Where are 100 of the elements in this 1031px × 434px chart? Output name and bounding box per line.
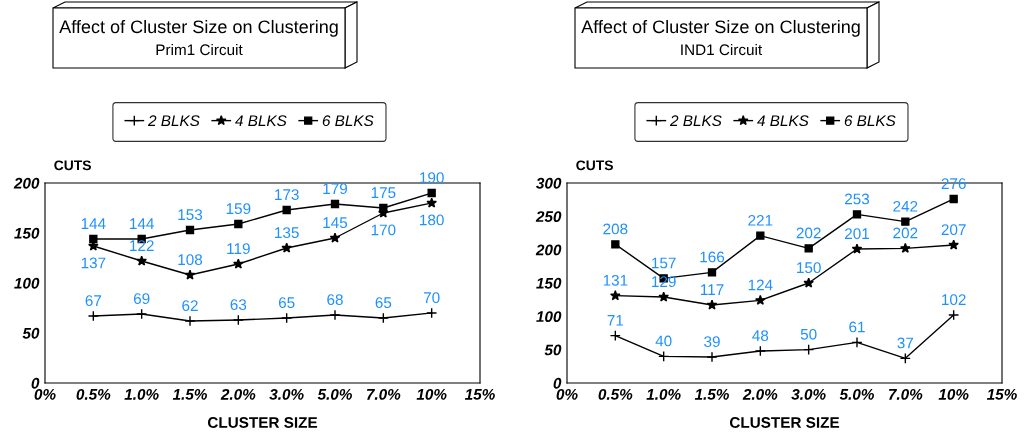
point: [901, 217, 910, 226]
point: [330, 199, 340, 209]
point: [426, 307, 438, 319]
x-tick-label: 7.0%: [366, 388, 401, 400]
y-tick-label: 100: [14, 277, 40, 289]
point: [610, 290, 621, 301]
data-label: 122: [130, 240, 154, 251]
data-label: 119: [227, 243, 250, 255]
data-label: 166: [700, 251, 725, 263]
x-axis-title: CLUSTER SIZE: [729, 417, 840, 428]
point: [282, 205, 291, 215]
x-tick-label: 7.0%: [888, 388, 923, 400]
x-tick-label: 3.0%: [269, 388, 304, 400]
y-tick-label: 250: [535, 211, 562, 223]
point: [851, 243, 863, 254]
point: [87, 310, 99, 322]
data-label: 170: [371, 224, 396, 236]
x-axis-title: CLUSTER SIZE: [207, 417, 318, 428]
point: [706, 299, 718, 310]
point: [658, 291, 669, 302]
point: [803, 277, 814, 288]
legend-label: 6 BLKS: [322, 115, 374, 127]
data-label: 144: [81, 218, 106, 229]
point: [804, 244, 813, 253]
data-label: 253: [845, 193, 870, 205]
y-tick-label: 150: [536, 277, 562, 289]
data-label: 179: [323, 183, 348, 195]
point: [756, 231, 765, 240]
point: [949, 194, 958, 204]
x-tick-label: 1.0%: [124, 388, 159, 400]
legend-label: 2 BLKS: [669, 115, 722, 127]
x-tick-label: 5.0%: [839, 388, 874, 400]
data-label: 63: [230, 299, 247, 311]
point: [232, 314, 244, 326]
point: [658, 350, 670, 362]
data-label: 208: [603, 223, 628, 235]
data-label: 175: [371, 187, 396, 199]
y-tick-label: 300: [536, 177, 562, 189]
data-label: 124: [748, 279, 773, 291]
point: [803, 344, 815, 356]
y-axis-title: CUTS: [576, 160, 613, 171]
x-tick-label: 1.0%: [646, 388, 681, 400]
data-label: 153: [178, 209, 203, 221]
x-tick-label: 5.0%: [317, 388, 352, 400]
point: [609, 330, 621, 342]
data-label: 221: [748, 214, 773, 226]
point: [281, 312, 293, 324]
x-tick-label: 15%: [986, 389, 1017, 400]
data-label: 62: [182, 300, 198, 312]
x-tick-label: 10%: [938, 388, 969, 400]
data-label: 131: [603, 274, 628, 286]
chart-title: Affect of Cluster Size on Clustering: [59, 19, 338, 37]
y-tick-label: 50: [22, 327, 40, 339]
data-label: 242: [893, 200, 918, 212]
data-label: 173: [275, 189, 299, 201]
x-tick-label: 0%: [34, 388, 56, 400]
point: [136, 308, 148, 320]
x-tick-label: 0.5%: [76, 388, 111, 400]
x-tick-label: 2.0%: [220, 388, 256, 400]
data-label: 137: [81, 257, 106, 269]
data-label: 201: [845, 228, 869, 240]
data-label: 65: [375, 297, 392, 309]
data-label: 202: [796, 227, 821, 239]
point: [427, 188, 436, 198]
data-label: 48: [752, 330, 769, 342]
data-label: 37: [897, 337, 914, 349]
chart-subtitle: Prim1 Circuit: [156, 43, 243, 56]
data-label: 67: [85, 295, 102, 307]
x-tick-label: 15%: [464, 389, 495, 400]
point: [900, 242, 911, 253]
point: [379, 203, 388, 213]
y-tick-label: 0: [31, 377, 40, 389]
legend-label: 2 BLKS: [147, 115, 200, 127]
data-label: 108: [178, 254, 203, 266]
point: [707, 268, 717, 277]
data-label: 70: [423, 292, 440, 304]
x-tick-label: 0.5%: [598, 388, 633, 400]
data-label: 117: [700, 284, 724, 295]
x-tick-label: 2.0%: [742, 388, 778, 400]
point: [754, 345, 766, 357]
y-tick-label: 150: [14, 227, 40, 239]
point: [852, 210, 862, 219]
point: [611, 240, 620, 249]
x-tick-label: 0%: [556, 388, 578, 400]
x-tick-label: 10%: [416, 388, 447, 400]
point: [426, 197, 437, 208]
point: [185, 225, 195, 235]
y-tick-label: 200: [535, 244, 562, 256]
y-axis-title: CUTS: [54, 160, 91, 171]
point: [89, 234, 98, 244]
point: [899, 352, 911, 364]
data-label: 61: [849, 321, 865, 333]
data-label: 180: [420, 214, 444, 226]
data-label: 65: [278, 297, 295, 309]
y-tick-label: 0: [553, 377, 562, 389]
chart-title: Affect of Cluster Size on Clustering: [581, 19, 860, 37]
data-label: 159: [226, 203, 251, 215]
point: [281, 242, 292, 253]
point: [184, 269, 196, 280]
y-tick-label: 100: [536, 311, 562, 323]
